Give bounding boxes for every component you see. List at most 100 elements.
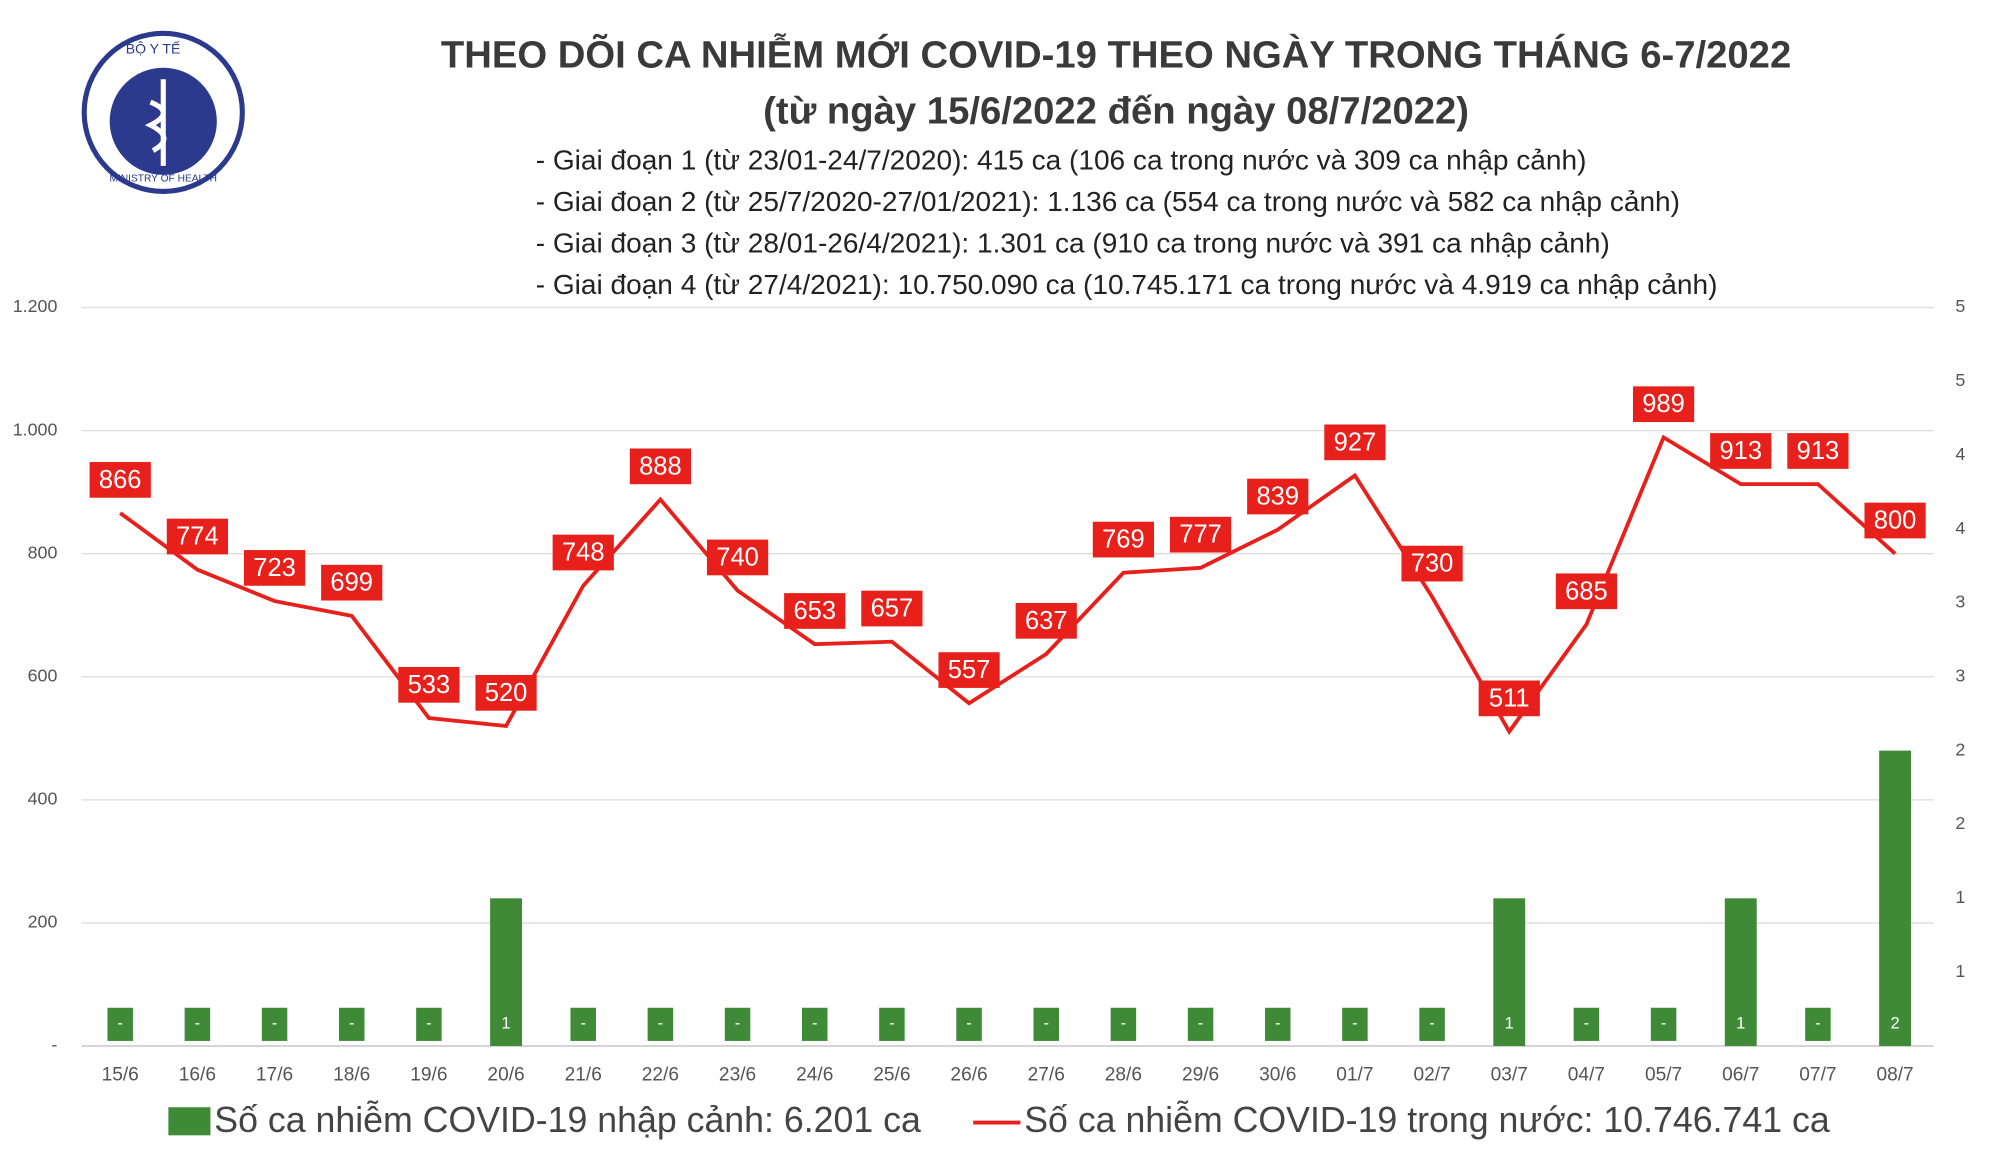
x-tick-label: 16/6: [179, 1064, 216, 1085]
bar-label-bg: [338, 1007, 365, 1041]
x-tick-label: 27/6: [1028, 1064, 1065, 1085]
value-label-bg: [1787, 433, 1849, 469]
bar-value-label: -: [966, 1014, 972, 1033]
line-value-label: 777: [1179, 521, 1222, 549]
line-value-label: 557: [948, 656, 991, 684]
x-tick-label: 21/6: [565, 1064, 602, 1085]
bar-label-bg: [107, 1007, 133, 1041]
line-value-label: 723: [253, 554, 296, 582]
value-label-bg: [1169, 516, 1232, 553]
chart-title: THEO DÕI CA NHIỄM MỚI COVID-19 THEO NGÀY…: [441, 33, 1791, 77]
line-value-label: 699: [330, 569, 373, 597]
line-value-label: 533: [408, 671, 451, 699]
logo-bottom: MINISTRY OF HEALTH: [109, 173, 217, 184]
y2-tick-label: 4: [1955, 444, 1965, 464]
bar-label-bg: [261, 1007, 288, 1041]
y-tick-label: 200: [28, 912, 58, 932]
bar-label-bg: [1573, 1007, 1600, 1041]
line-value-label: 927: [1334, 428, 1377, 456]
y2-tick-label: 1: [1955, 887, 1965, 907]
line-value-label: 685: [1565, 577, 1608, 605]
x-tick-label: 23/6: [719, 1064, 756, 1085]
bar-value-label: -: [195, 1014, 201, 1033]
y-tick-label: -: [51, 1035, 57, 1055]
bar-value-label: -: [1043, 1014, 1049, 1033]
y2-tick-label: 1: [1955, 961, 1965, 981]
bar-label-bg: [879, 1007, 905, 1041]
y-tick-label: 800: [28, 542, 58, 562]
bar-label-bg: [801, 1007, 828, 1041]
annotation: - Giai đoạn 1 (từ 23/01-24/7/2020): 415 …: [536, 145, 1587, 176]
bar-label-bg: [1342, 1007, 1368, 1041]
bar-label-bg: [416, 1007, 442, 1041]
line-value-label: 800: [1874, 507, 1917, 535]
value-label-bg: [243, 550, 306, 586]
line-value-label: 913: [1719, 437, 1762, 465]
bar: [1879, 750, 1912, 1047]
x-tick-label: 01/7: [1336, 1064, 1373, 1085]
bar-value-label: -: [580, 1014, 586, 1033]
bar-label-bg: [956, 1007, 982, 1041]
bar-label-bg: [1187, 1007, 1214, 1041]
line-value-label: 769: [1102, 526, 1145, 554]
x-tick-label: 20/6: [487, 1064, 524, 1085]
bar-value-label: 1: [501, 1014, 510, 1033]
x-tick-label: 26/6: [950, 1064, 987, 1085]
x-tick-label: 17/6: [256, 1064, 293, 1085]
bar-value-label: -: [349, 1014, 355, 1033]
bar-value-label: 2: [1890, 1014, 1899, 1033]
bar-value-label: -: [812, 1014, 818, 1033]
bar-label-bg: [493, 1007, 519, 1041]
y2-tick-label: 5: [1955, 370, 1965, 390]
line-value-label: 748: [562, 539, 605, 567]
bar-value-label: 1: [1736, 1014, 1745, 1033]
annotation: - Giai đoạn 4 (từ 27/4/2021): 10.750.090…: [536, 269, 1718, 300]
value-label-bg: [938, 652, 1000, 688]
annotation: - Giai đoạn 3 (từ 28/01-26/4/2021): 1.30…: [536, 227, 1610, 258]
value-label-bg: [1710, 433, 1772, 469]
x-tick-label: 03/7: [1491, 1064, 1528, 1085]
annotation: - Giai đoạn 2 (từ 25/7/2020-27/01/2021):…: [536, 186, 1680, 217]
line-value-label: 740: [716, 543, 759, 571]
x-tick-label: 28/6: [1105, 1064, 1142, 1085]
line-value-label: 866: [99, 466, 142, 494]
value-label-bg: [552, 534, 614, 571]
bar-label-bg: [647, 1007, 674, 1041]
chart-subtitle: (từ ngày 15/6/2022 đến ngày 08/7/2022): [763, 90, 1469, 133]
value-label-bg: [861, 590, 923, 627]
y-tick-label: 1.200: [13, 296, 58, 316]
value-label-bg: [1478, 680, 1540, 717]
value-label-bg: [1092, 521, 1155, 558]
bar-value-label: -: [1815, 1014, 1821, 1033]
bar-value-label: -: [1352, 1014, 1358, 1033]
bar-label-bg: [724, 1007, 751, 1041]
x-tick-label: 04/7: [1568, 1064, 1605, 1085]
x-tick-label: 18/6: [333, 1064, 370, 1085]
bar-label-bg: [570, 1007, 596, 1041]
bar-label-bg: [1110, 1007, 1137, 1041]
line-value-label: 637: [1025, 607, 1068, 635]
bar-value-label: -: [1661, 1014, 1667, 1033]
y2-tick-label: 4: [1955, 518, 1965, 538]
value-label-bg: [1864, 502, 1926, 539]
line-value-label: 839: [1256, 483, 1299, 511]
line-value-label: 913: [1797, 437, 1840, 465]
line-value-label: 888: [639, 452, 682, 480]
bar-value-label: -: [1121, 1014, 1127, 1033]
line-value-label: 657: [871, 595, 914, 623]
logo-top: BỘ Y TẾ: [126, 41, 181, 57]
y-tick-label: 400: [28, 789, 58, 809]
line-value-label: 730: [1411, 550, 1454, 578]
bar-value-label: -: [117, 1014, 123, 1033]
bar-label-bg: [1264, 1007, 1291, 1041]
x-tick-label: 19/6: [410, 1064, 447, 1085]
x-tick-label: 22/6: [642, 1064, 679, 1085]
y2-tick-label: 2: [1955, 813, 1965, 833]
x-tick-label: 30/6: [1259, 1064, 1296, 1085]
bar-label-bg: [1882, 1007, 1908, 1041]
value-label-bg: [784, 593, 846, 629]
bar-value-label: -: [1429, 1014, 1435, 1033]
bar-label-bg: [1033, 1007, 1059, 1041]
x-tick-label: 25/6: [873, 1064, 910, 1085]
